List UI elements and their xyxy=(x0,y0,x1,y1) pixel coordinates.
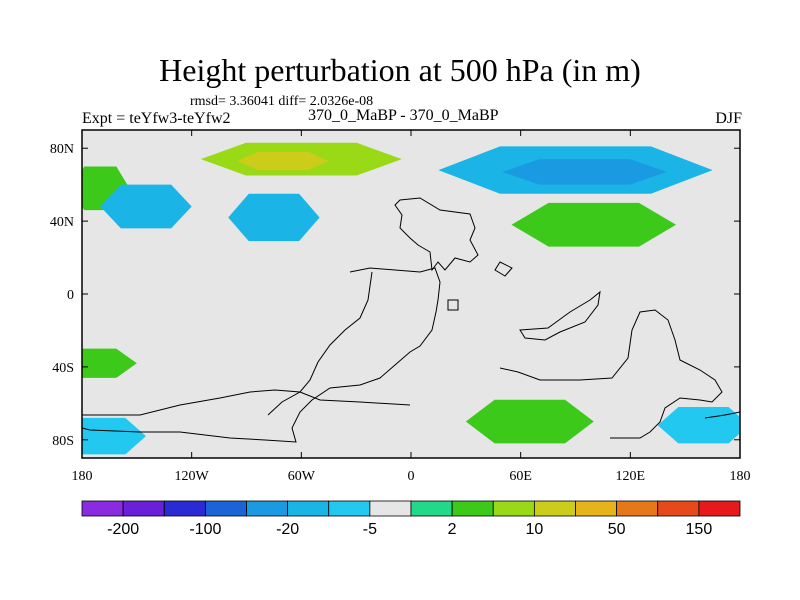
coastline-island-2 xyxy=(494,261,513,277)
y-tick-label: 40N xyxy=(50,215,74,230)
colorbar-box xyxy=(163,500,206,517)
colorbar-box xyxy=(81,500,124,517)
colorbar: -200 -100 -20 -5 2 10 50 150 xyxy=(81,500,741,538)
anomaly-region-south-indian-positive xyxy=(465,399,594,444)
season-label: DJF xyxy=(715,110,742,127)
colorbar-label: 150 xyxy=(686,521,713,538)
colorbar-box xyxy=(698,500,741,517)
colorbar-box xyxy=(328,500,371,517)
colorbar-box xyxy=(246,500,289,517)
colorbar-label: 10 xyxy=(525,521,543,538)
colorbar-box xyxy=(492,500,535,517)
coastline-americas xyxy=(394,197,479,272)
x-tick-label: 180 xyxy=(730,469,751,484)
y-tick-label: 0 xyxy=(67,288,74,303)
anomaly-region-arctic-positive-core xyxy=(237,151,329,171)
colorbar-box xyxy=(657,500,700,517)
chart-title: Height perturbation at 500 hPa (in m) xyxy=(159,52,641,88)
x-tick-label: 60W xyxy=(288,469,316,484)
y-tick-label: 40S xyxy=(52,361,74,376)
colorbar-box xyxy=(616,500,659,517)
x-tick-label: 120W xyxy=(175,469,210,484)
y-tick-label: 80N xyxy=(50,142,74,157)
coastline-east xyxy=(704,411,740,419)
colorbar-box xyxy=(451,500,494,517)
x-tick-label: 0 xyxy=(408,469,415,484)
colorbar-label: -100 xyxy=(189,521,221,538)
colorbar-box xyxy=(410,500,453,517)
center-label: 370_0_MaBP - 370_0_MaBP xyxy=(308,107,499,124)
anomaly-region-southern-ocean-negative xyxy=(82,417,146,455)
anomaly-region-north-atlantic-negative xyxy=(228,193,320,242)
anomaly-region-asia-positive xyxy=(511,202,677,247)
coastline-south-america-west xyxy=(267,271,373,416)
colorbar-label: -20 xyxy=(276,521,299,538)
colorbar-box xyxy=(287,500,330,517)
coastline-antarctic xyxy=(82,389,411,416)
x-tick-label: 60E xyxy=(509,469,532,484)
experiment-label: Expt = teYfw3-teYfw2 xyxy=(82,110,231,127)
y-tick-label: 80S xyxy=(52,434,74,449)
colorbar-label: 50 xyxy=(608,521,626,538)
colorbar-box xyxy=(533,500,576,517)
colorbar-box xyxy=(575,500,618,517)
x-tick-label: 120E xyxy=(616,469,646,484)
colorbar-box xyxy=(369,500,412,517)
colorbar-box xyxy=(204,500,247,517)
colorbar-label: 2 xyxy=(448,521,457,538)
anomaly-region-north-pacific-negative xyxy=(100,184,192,229)
chart-subtitle: rmsd= 3.36041 diff= 2.0326e-08 xyxy=(190,94,374,109)
colorbar-box xyxy=(122,500,165,517)
coastline-south-america xyxy=(82,267,441,443)
coastline-island-1 xyxy=(447,299,459,311)
anomaly-region-south-pacific-positive xyxy=(82,348,137,378)
anomaly-region-siberia-negative-core xyxy=(502,159,667,185)
coastline-eurasia xyxy=(499,309,723,439)
coastline-africa xyxy=(519,290,601,341)
colorbar-label: -5 xyxy=(363,521,377,538)
colorbar-label: -200 xyxy=(107,521,139,538)
x-tick-label: 180 xyxy=(72,469,93,484)
